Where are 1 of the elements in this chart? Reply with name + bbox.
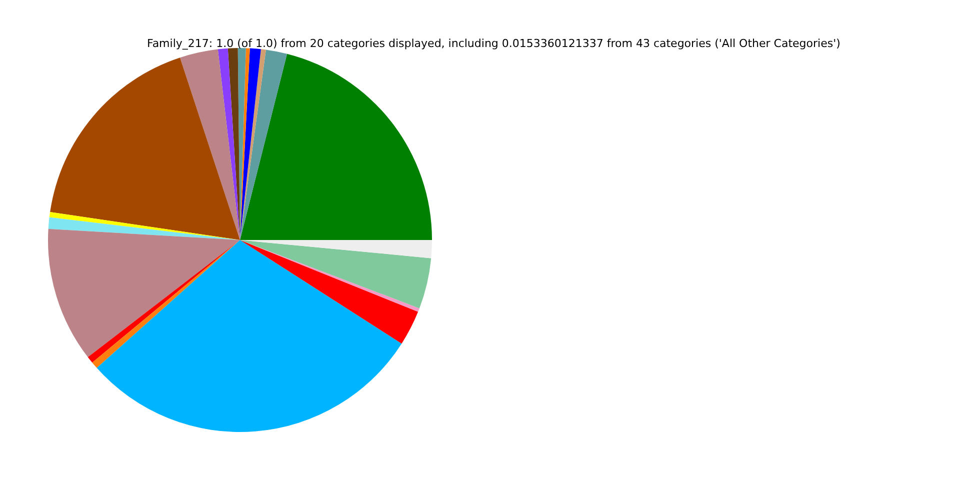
text: Family_217: 1.0 (of 1.0) from 20 categories displayed, including 0.0153360121337 from 43 categories ('All Other Categories'): [147, 37, 840, 50]
